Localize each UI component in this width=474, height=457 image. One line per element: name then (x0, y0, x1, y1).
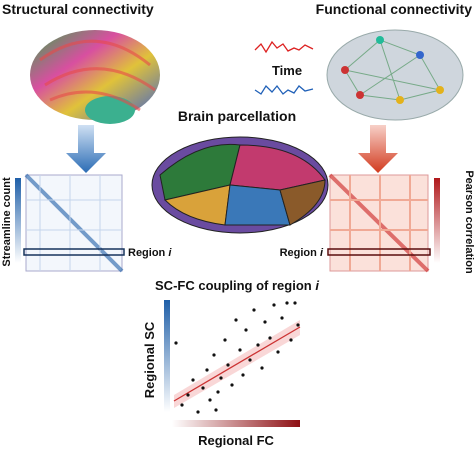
tractography-brain (30, 30, 160, 124)
signal (254, 84, 314, 95)
colorbar-label: Streamline count (1, 177, 13, 267)
network-brain (326, 29, 464, 121)
fit-line (173, 326, 301, 402)
colorbar (434, 178, 440, 263)
fc-matrix (327, 173, 431, 273)
scatter-points (174, 301, 300, 414)
parcellated-brain (151, 136, 329, 234)
colorbar (15, 178, 21, 263)
functional-title: Functional connectivity (316, 1, 473, 17)
row-label: Region i (280, 247, 324, 259)
x-axis-label: Regional FC (198, 433, 274, 448)
colorbar (172, 420, 300, 427)
arrow (66, 125, 106, 173)
row-label: Region i (128, 247, 172, 259)
coupling-title-var: i (315, 278, 319, 293)
y-axis-label: Regional SC (142, 321, 157, 398)
colorbar (164, 300, 170, 412)
structural-title: Structural connectivity (2, 1, 154, 17)
coupling-title: SC-FC coupling of region i (155, 278, 319, 293)
signal (254, 40, 314, 54)
row-label-text: Region (280, 247, 318, 259)
coupling-title-text: SC-FC coupling of region (155, 278, 312, 293)
time-label: Time (272, 63, 302, 78)
parcellation-title: Brain parcellation (178, 108, 296, 124)
colorbar-label: Pearson correlation (463, 170, 474, 274)
arrow (358, 125, 398, 173)
row-label-var: i (320, 247, 324, 259)
row-label-var: i (168, 247, 172, 259)
row-label-text: Region (128, 247, 166, 259)
sc-matrix (23, 173, 125, 273)
